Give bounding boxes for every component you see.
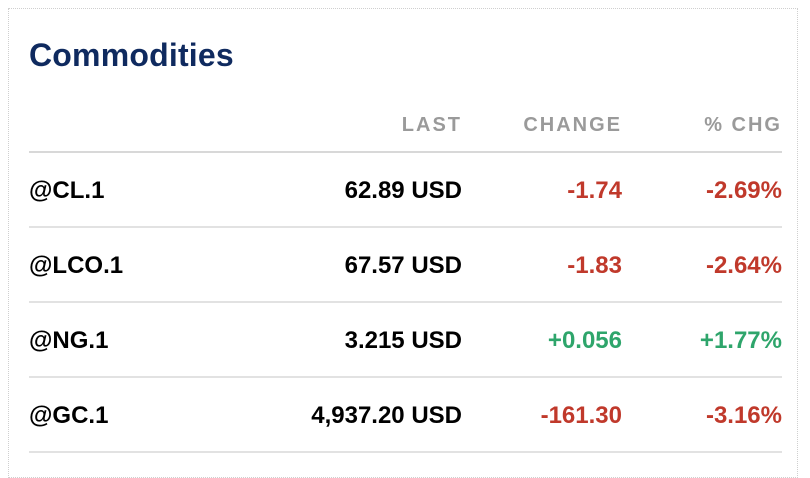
commodities-widget: Commodities LAST CHANGE % CHG @CL.1 62.8… [8, 8, 798, 478]
header-last: LAST [401, 114, 462, 136]
symbol-link[interactable]: @GC.1 [29, 402, 109, 429]
header-change: CHANGE [523, 114, 622, 136]
table-row[interactable]: @NG.1 3.215 USD +0.056 +1.77% [29, 303, 782, 378]
header-pct-change: % CHG [704, 114, 782, 136]
symbol-link[interactable]: @NG.1 [29, 327, 109, 354]
last-price: 67.57 USD [344, 252, 462, 279]
last-price: 62.89 USD [344, 177, 462, 204]
table-row[interactable]: @GC.1 4,937.20 USD -161.30 -3.16% [29, 378, 782, 453]
pct-change-value: -3.16% [705, 402, 782, 429]
widget-title: Commodities [29, 37, 234, 73]
commodities-table: LAST CHANGE % CHG @CL.1 62.89 USD -1.74 … [29, 101, 782, 453]
change-value: -1.83 [567, 252, 622, 279]
last-price: 3.215 USD [344, 327, 462, 354]
change-value: -1.74 [567, 177, 622, 204]
pct-change-value: -2.64% [705, 252, 782, 279]
pct-change-value: +1.77% [699, 327, 782, 354]
change-value: -161.30 [540, 402, 622, 429]
change-value: +0.056 [547, 327, 622, 354]
symbol-link[interactable]: @CL.1 [29, 177, 105, 204]
last-price: 4,937.20 USD [311, 402, 462, 429]
table-row[interactable]: @LCO.1 67.57 USD -1.83 -2.64% [29, 228, 782, 303]
table-row[interactable]: @CL.1 62.89 USD -1.74 -2.69% [29, 153, 782, 228]
symbol-link[interactable]: @LCO.1 [29, 252, 124, 279]
pct-change-value: -2.69% [705, 177, 782, 204]
table-header: LAST CHANGE % CHG [29, 101, 782, 153]
